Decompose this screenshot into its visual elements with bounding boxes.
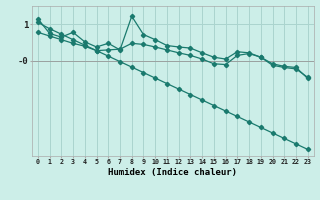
X-axis label: Humidex (Indice chaleur): Humidex (Indice chaleur) — [108, 168, 237, 177]
